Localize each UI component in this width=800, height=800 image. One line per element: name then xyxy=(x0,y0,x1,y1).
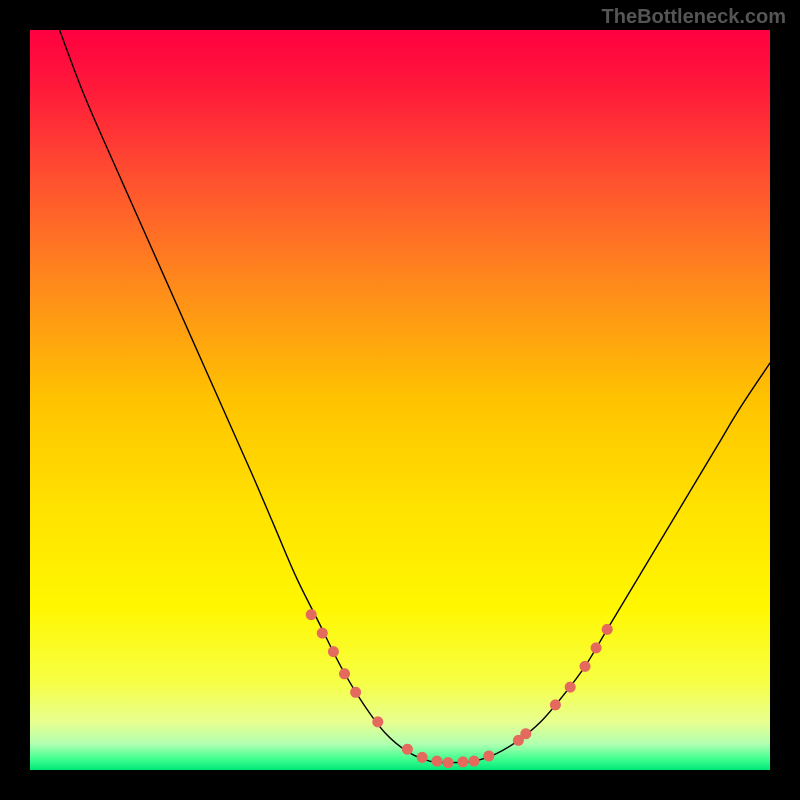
curve-dot xyxy=(580,661,591,672)
watermark: TheBottleneck.com xyxy=(602,6,786,29)
curve-dot xyxy=(317,628,328,639)
chart-svg xyxy=(0,0,800,800)
curve-dot xyxy=(402,744,413,755)
curve-dot xyxy=(443,757,454,768)
curve-dot xyxy=(432,756,443,767)
curve-dot xyxy=(483,750,494,761)
curve-dot xyxy=(372,716,383,727)
curve-dot xyxy=(328,646,339,657)
curve-dot xyxy=(591,642,602,653)
chart-root: TheBottleneck.com xyxy=(0,0,800,800)
curve-dot xyxy=(457,756,468,767)
curve-dot xyxy=(550,699,561,710)
curve-dot xyxy=(339,668,350,679)
curve-dot xyxy=(306,609,317,620)
curve-dot xyxy=(565,682,576,693)
curve-dot xyxy=(469,756,480,767)
curve-dot xyxy=(417,752,428,763)
curve-dot xyxy=(602,624,613,635)
curve-dot xyxy=(350,687,361,698)
curve-dot xyxy=(520,728,531,739)
plot-background xyxy=(30,30,770,770)
